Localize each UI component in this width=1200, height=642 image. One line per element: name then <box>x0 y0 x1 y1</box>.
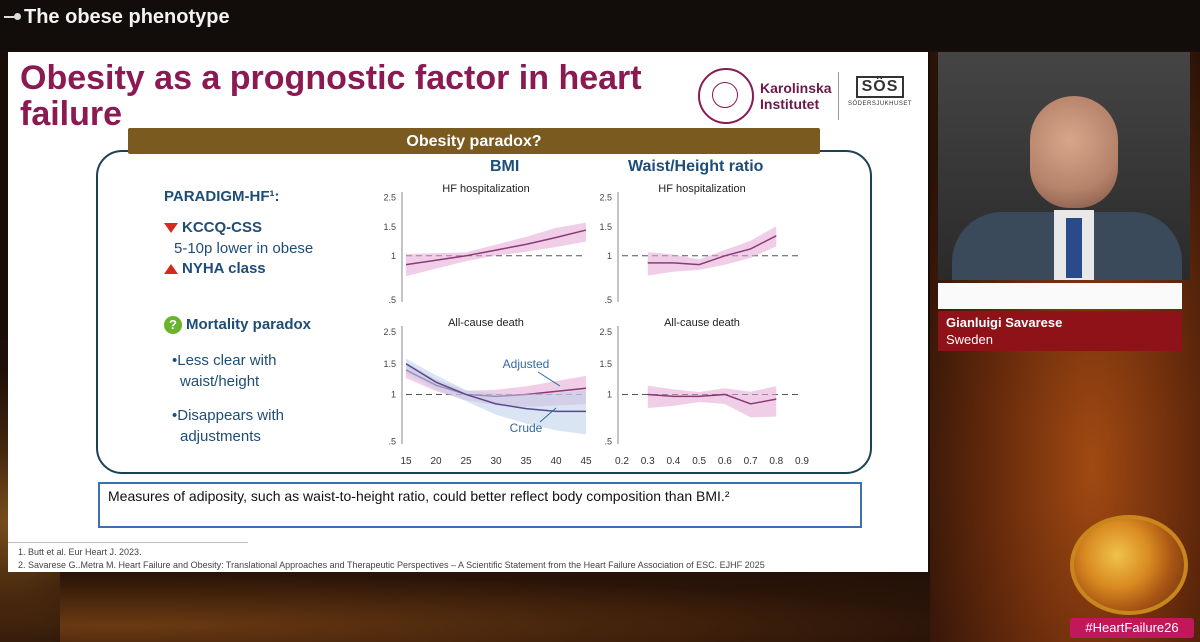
y-tick-label: 2.5 <box>383 193 396 203</box>
bullet2-line2: adjustments <box>180 428 261 445</box>
footnote-divider <box>8 542 248 543</box>
confidence-band <box>647 385 777 418</box>
crude-annotation: Crude <box>510 421 543 435</box>
series-line <box>647 393 777 405</box>
x-tick-label: 35 <box>520 456 532 467</box>
y-tick-label: 1 <box>607 389 612 399</box>
y-tick-label: .5 <box>388 295 396 305</box>
panel-title: All-cause death <box>448 317 524 329</box>
footnotes: 1. Butt et al. Eur Heart J. 2023. 2. Sav… <box>18 546 765 572</box>
x-tick-label: 25 <box>460 456 472 467</box>
timeline-dot-icon <box>4 13 21 20</box>
y-tick-label: 2.5 <box>599 327 612 337</box>
session-title-bar: The obese phenotype <box>0 0 230 34</box>
kccq-row: KCCQ-CSS <box>164 219 262 236</box>
y-tick-label: 1.5 <box>383 222 396 232</box>
top-background <box>0 0 1200 50</box>
slide-title: Obesity as a prognostic factor in heart … <box>20 59 642 133</box>
x-tick-label: 0.9 <box>795 456 809 467</box>
adjusted-annotation: Adjusted <box>503 357 550 371</box>
x-tick-label: 0.6 <box>718 456 732 467</box>
mortality-row: ? Mortality paradox <box>164 316 312 335</box>
bmi-heading: BMI <box>490 158 520 175</box>
bullet1-line2: waist/height <box>180 373 260 390</box>
x-tick-label: 15 <box>400 456 412 467</box>
paradox-banner: Obesity paradox? <box>128 128 820 154</box>
speaker-head <box>1030 96 1118 208</box>
ki-logo-line2: Institutet <box>760 96 820 112</box>
panel-title: All-cause death <box>664 317 740 329</box>
y-tick-label: 1 <box>607 251 612 261</box>
y-tick-label: .5 <box>604 437 612 447</box>
red-up-arrow-icon <box>164 264 178 275</box>
y-tick-label: 1.5 <box>599 222 612 232</box>
x-tick-label: 0.7 <box>744 456 758 467</box>
x-tick-label: 20 <box>430 456 442 467</box>
confidence-band <box>647 226 777 276</box>
footnote-2: 2. Savarese G..Metra M. Heart Failure an… <box>18 560 765 570</box>
x-tick-label: 30 <box>490 456 502 467</box>
adjusted-pointer <box>537 371 561 387</box>
x-tick-label: 0.4 <box>666 456 680 467</box>
event-hashtag: #HeartFailure26 <box>1070 618 1194 638</box>
bullet2-line1: •Disappears with <box>172 407 284 424</box>
presentation-slide: Obesity as a prognostic factor in heart … <box>8 52 928 572</box>
sodersjukhuset-logo: SÖS SÖDERSJUKHUSET <box>848 76 912 107</box>
x-tick-label: 40 <box>550 456 562 467</box>
speaker-tie <box>1066 218 1082 278</box>
y-tick-label: 2.5 <box>599 193 612 203</box>
sos-logo-subtitle: SÖDERSJUKHUSET <box>848 101 913 107</box>
session-title: The obese phenotype <box>24 5 230 28</box>
nyha-label: NYHA class <box>182 260 266 277</box>
y-tick-label: 1.5 <box>599 359 612 369</box>
kccq-detail: 5-10p lower in obese <box>174 240 314 257</box>
footnote-1: 1. Butt et al. Eur Heart J. 2023. <box>18 547 142 557</box>
name-plate-spacer <box>938 283 1182 309</box>
kccq-label: KCCQ-CSS <box>182 219 263 236</box>
panel-title: HF hospitalization <box>442 183 529 195</box>
y-tick-label: 1 <box>391 389 396 399</box>
karolinska-logo: Karolinska Institutet <box>698 68 832 124</box>
series-line <box>405 229 587 266</box>
logo-divider <box>838 72 839 120</box>
y-tick-label: .5 <box>388 437 396 447</box>
x-tick-label: 0.5 <box>692 456 706 467</box>
question-icon: ? <box>164 316 182 335</box>
mortality-label: Mortality paradox <box>186 316 312 333</box>
sos-logo-text: SÖS <box>855 76 905 98</box>
series-line <box>405 363 586 413</box>
note-box: Measures of adiposity, such as waist-to-… <box>98 482 862 528</box>
bullet1-line1: •Less clear with <box>172 352 277 369</box>
panel-title: HF hospitalization <box>658 183 745 195</box>
x-tick-label: 0.2 <box>615 456 629 467</box>
crude-pointer <box>539 407 557 423</box>
speaker-video <box>938 52 1190 280</box>
red-down-arrow-icon <box>164 223 178 234</box>
speaker-name: Gianluigi Savarese <box>946 315 1063 330</box>
nyha-row: NYHA class <box>164 260 266 277</box>
series-line <box>647 235 777 266</box>
x-tick-label: 0.8 <box>769 456 783 467</box>
speaker-name-plate: Gianluigi Savarese Sweden <box>938 311 1182 351</box>
y-tick-label: .5 <box>604 295 612 305</box>
y-tick-label: 1.5 <box>383 359 396 369</box>
confidence-band <box>406 358 586 435</box>
karolinska-seal-icon <box>698 68 754 124</box>
paradigm-hf-label: PARADIGM-HF¹: <box>164 188 280 205</box>
y-tick-label: 1 <box>391 251 396 261</box>
y-tick-label: 2.5 <box>383 327 396 337</box>
ki-logo-line1: Karolinska <box>760 80 832 96</box>
whr-heading: Waist/Height ratio <box>628 158 764 175</box>
x-tick-label: 0.3 <box>641 456 655 467</box>
speaker-country: Sweden <box>946 332 993 347</box>
x-tick-label: 45 <box>580 456 592 467</box>
event-logo-food-image <box>1070 515 1188 615</box>
